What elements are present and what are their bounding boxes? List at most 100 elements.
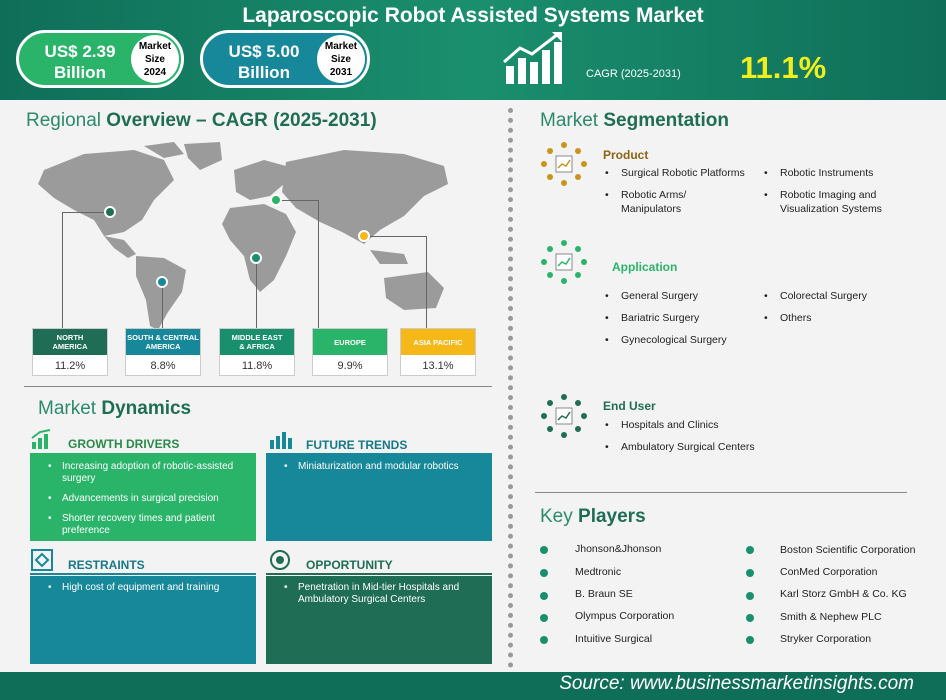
growth-drivers-heading: GROWTH DRIVERS <box>68 437 180 451</box>
regional-divider <box>24 386 492 387</box>
list-item: High cost of equipment and training <box>44 582 246 594</box>
market-dynamics-title: Market Dynamics <box>38 398 192 419</box>
region-name: ASIA PACIFIC <box>401 329 475 355</box>
south-america-marker <box>156 276 168 288</box>
list-item: Miniaturization and modular robotics <box>280 461 482 473</box>
market-size-2024-badge: Market Size 2024 <box>131 35 179 83</box>
future-trends-rule <box>266 453 492 455</box>
player-name: Intuitive Surgical <box>575 633 653 645</box>
end-user-icon <box>541 394 587 438</box>
mea-connector <box>256 258 257 330</box>
growth-drivers-rule <box>30 453 256 455</box>
world-map <box>38 142 448 330</box>
restraints-icon <box>31 549 53 571</box>
europe-connector-h <box>276 200 318 201</box>
source-link[interactable]: Source: www.businessmarketinsights.com <box>559 673 914 694</box>
growth-drivers-panel: Increasing adoption of robotic-assisted … <box>30 455 256 541</box>
list-item: Ambulatory Surgical Centers <box>605 440 755 454</box>
list-item: Advancements in surgical precision <box>44 493 246 505</box>
opportunity-panel: Penetration in Mid-tier Hospitals and Am… <box>266 576 492 664</box>
opportunity-icon <box>270 550 290 570</box>
south-america-connector <box>162 282 163 330</box>
product-icon <box>541 142 587 186</box>
region-europe: EUROPE 9.9% <box>312 328 388 376</box>
player-bullet-icon <box>540 592 548 600</box>
footer-bar <box>0 672 946 700</box>
player-name: Boston Scientific Corporation <box>780 544 916 556</box>
application-heading: Application <box>612 260 678 274</box>
future-trends-panel: Miniaturization and modular robotics <box>266 455 492 541</box>
player-bullet-icon <box>746 546 754 554</box>
list-item: General Surgery <box>605 289 698 303</box>
europe-connector <box>318 200 319 330</box>
player-name: ConMed Corporation <box>780 566 878 578</box>
asia-connector <box>426 236 427 330</box>
list-item: Robotic Imaging and Visualization System… <box>764 188 910 216</box>
application-icon <box>541 240 587 284</box>
cagr-label: CAGR (2025-2031) <box>586 68 681 80</box>
list-item: Penetration in Mid-tier Hospitals and Am… <box>280 582 482 606</box>
product-heading: Product <box>603 148 649 162</box>
player-bullet-icon <box>746 592 754 600</box>
list-item: Surgical Robotic Platforms <box>605 166 745 180</box>
north-america-connector <box>62 212 63 330</box>
region-north-america: NORTH AMERICA 11.2% <box>32 328 108 376</box>
cagr-value: 11.1% <box>740 50 827 85</box>
list-item: Gynecological Surgery <box>605 333 727 347</box>
asia-connector-h <box>364 236 426 237</box>
future-trends-icon <box>270 432 292 449</box>
list-item: Others <box>764 311 811 325</box>
player-name: Jhonson&Jhonson <box>575 543 662 555</box>
player-name: Karl Storz GmbH & Co. KG <box>780 588 907 600</box>
market-size-2031-badge: Market Size 2031 <box>317 35 365 83</box>
key-players-title: Key Players <box>540 506 646 527</box>
player-bullet-icon <box>746 636 754 644</box>
growth-drivers-icon <box>31 429 51 449</box>
region-cagr: 9.9% <box>337 360 363 372</box>
page-title: Laparoscopic Robot Assisted Systems Mark… <box>242 4 704 27</box>
end-user-heading: End User <box>603 399 656 413</box>
player-bullet-icon <box>746 569 754 577</box>
europe-marker <box>270 194 282 206</box>
north-america-connector-h <box>62 212 110 213</box>
list-item: Shorter recovery times and patient prefe… <box>44 513 246 537</box>
region-south-central-america: SOUTH & CENTRAL AMERICA 8.8% <box>125 328 201 376</box>
growth-chart-icon <box>503 32 562 84</box>
region-name: EUROPE <box>313 329 387 355</box>
region-cagr: 8.8% <box>150 360 176 372</box>
list-item: Hospitals and Clinics <box>605 418 719 432</box>
region-cagr: 11.8% <box>241 360 273 372</box>
region-asia-pacific: ASIA PACIFIC 13.1% <box>400 328 476 376</box>
market-size-2024-value: US$ 2.39 Billion <box>44 42 116 82</box>
player-name: Smith & Nephew PLC <box>780 611 882 623</box>
player-bullet-icon <box>540 636 548 644</box>
list-item: Increasing adoption of robotic-assisted … <box>44 461 246 485</box>
list-item: Colorectal Surgery <box>764 289 867 303</box>
region-name: NORTH AMERICA <box>33 329 107 355</box>
north-america-marker <box>104 206 116 218</box>
player-name: B. Braun SE <box>575 588 633 600</box>
player-bullet-icon <box>540 546 548 554</box>
opportunity-heading: OPPORTUNITY <box>306 558 393 572</box>
player-bullet-icon <box>746 614 754 622</box>
list-item: Robotic Instruments <box>764 166 873 180</box>
market-size-2024-card: US$ 2.39 Billion Market Size 2024 <box>16 30 184 88</box>
asia-pacific-marker <box>358 230 370 242</box>
opportunity-rule <box>266 573 492 575</box>
region-cagr: 13.1% <box>422 360 454 372</box>
restraints-heading: RESTRAINTS <box>68 558 145 572</box>
player-bullet-icon <box>540 614 548 622</box>
player-name: Stryker Corporation <box>780 633 872 645</box>
player-bullet-icon <box>540 569 548 577</box>
section-divider <box>508 108 513 668</box>
market-size-2031-value: US$ 5.00 Billion <box>228 42 300 82</box>
region-name: MIDDLE EAST & AFRICA <box>220 329 294 355</box>
list-item: Robotic Arms/ Manipulators <box>605 188 731 216</box>
restraints-panel: High cost of equipment and training <box>30 576 256 664</box>
segmentation-divider <box>535 492 907 493</box>
player-name: Olympus Corporation <box>575 610 675 622</box>
list-item: Bariatric Surgery <box>605 311 699 325</box>
mea-marker <box>250 252 262 264</box>
regional-overview-title: Regional Overview – CAGR (2025-2031) <box>26 110 377 131</box>
future-trends-heading: FUTURE TRENDS <box>306 438 408 452</box>
